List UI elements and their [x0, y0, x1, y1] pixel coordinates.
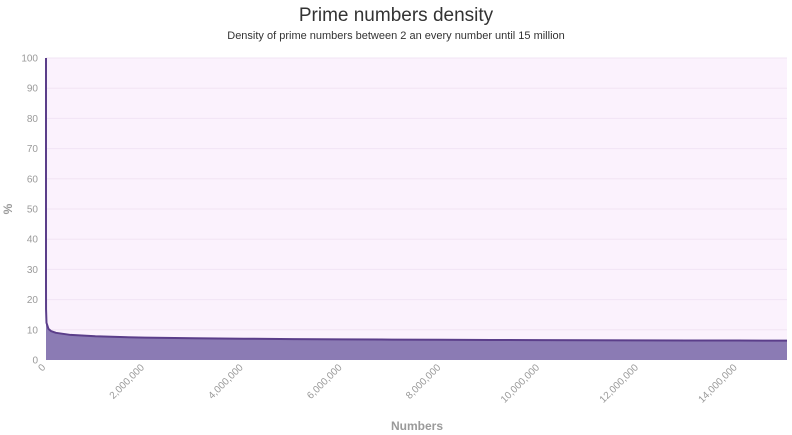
y-tick-label: 90	[27, 84, 39, 95]
x-tick-label: 10,000,000	[499, 362, 542, 405]
grid-lines	[46, 57, 787, 331]
y-axis-ticks: 0 10 20 30 40 50 60 70 80 90 100	[21, 54, 38, 367]
y-tick-label: 80	[27, 114, 39, 125]
y-tick-label: 60	[27, 174, 39, 185]
chart-title: Prime numbers density	[299, 5, 494, 26]
y-tick-label: 30	[27, 265, 39, 276]
y-tick-label: 70	[27, 144, 39, 155]
x-axis-title: Numbers	[391, 419, 443, 433]
y-tick-label: 0	[32, 356, 38, 367]
x-axis-ticks: 0 2,000,000 4,000,000 6,000,000 8,000,000 10,…	[36, 362, 740, 405]
x-tick-label: 14,000,000	[697, 362, 740, 405]
y-tick-label: 50	[27, 205, 39, 216]
series-line	[45, 58, 788, 342]
x-tick-label: 0	[36, 362, 48, 374]
x-tick-label: 4,000,000	[206, 362, 246, 402]
y-axis-title: %	[1, 203, 15, 214]
x-tick-label: 8,000,000	[404, 362, 444, 402]
chart-subtitle: Density of prime numbers between 2 an ev…	[227, 30, 565, 42]
x-tick-label: 12,000,000	[598, 362, 641, 405]
y-tick-label: 10	[27, 325, 39, 336]
x-tick-label: 6,000,000	[305, 362, 345, 402]
y-tick-label: 100	[21, 54, 38, 65]
y-tick-label: 20	[27, 295, 39, 306]
x-tick-label: 2,000,000	[108, 362, 148, 402]
y-tick-label: 40	[27, 235, 39, 246]
